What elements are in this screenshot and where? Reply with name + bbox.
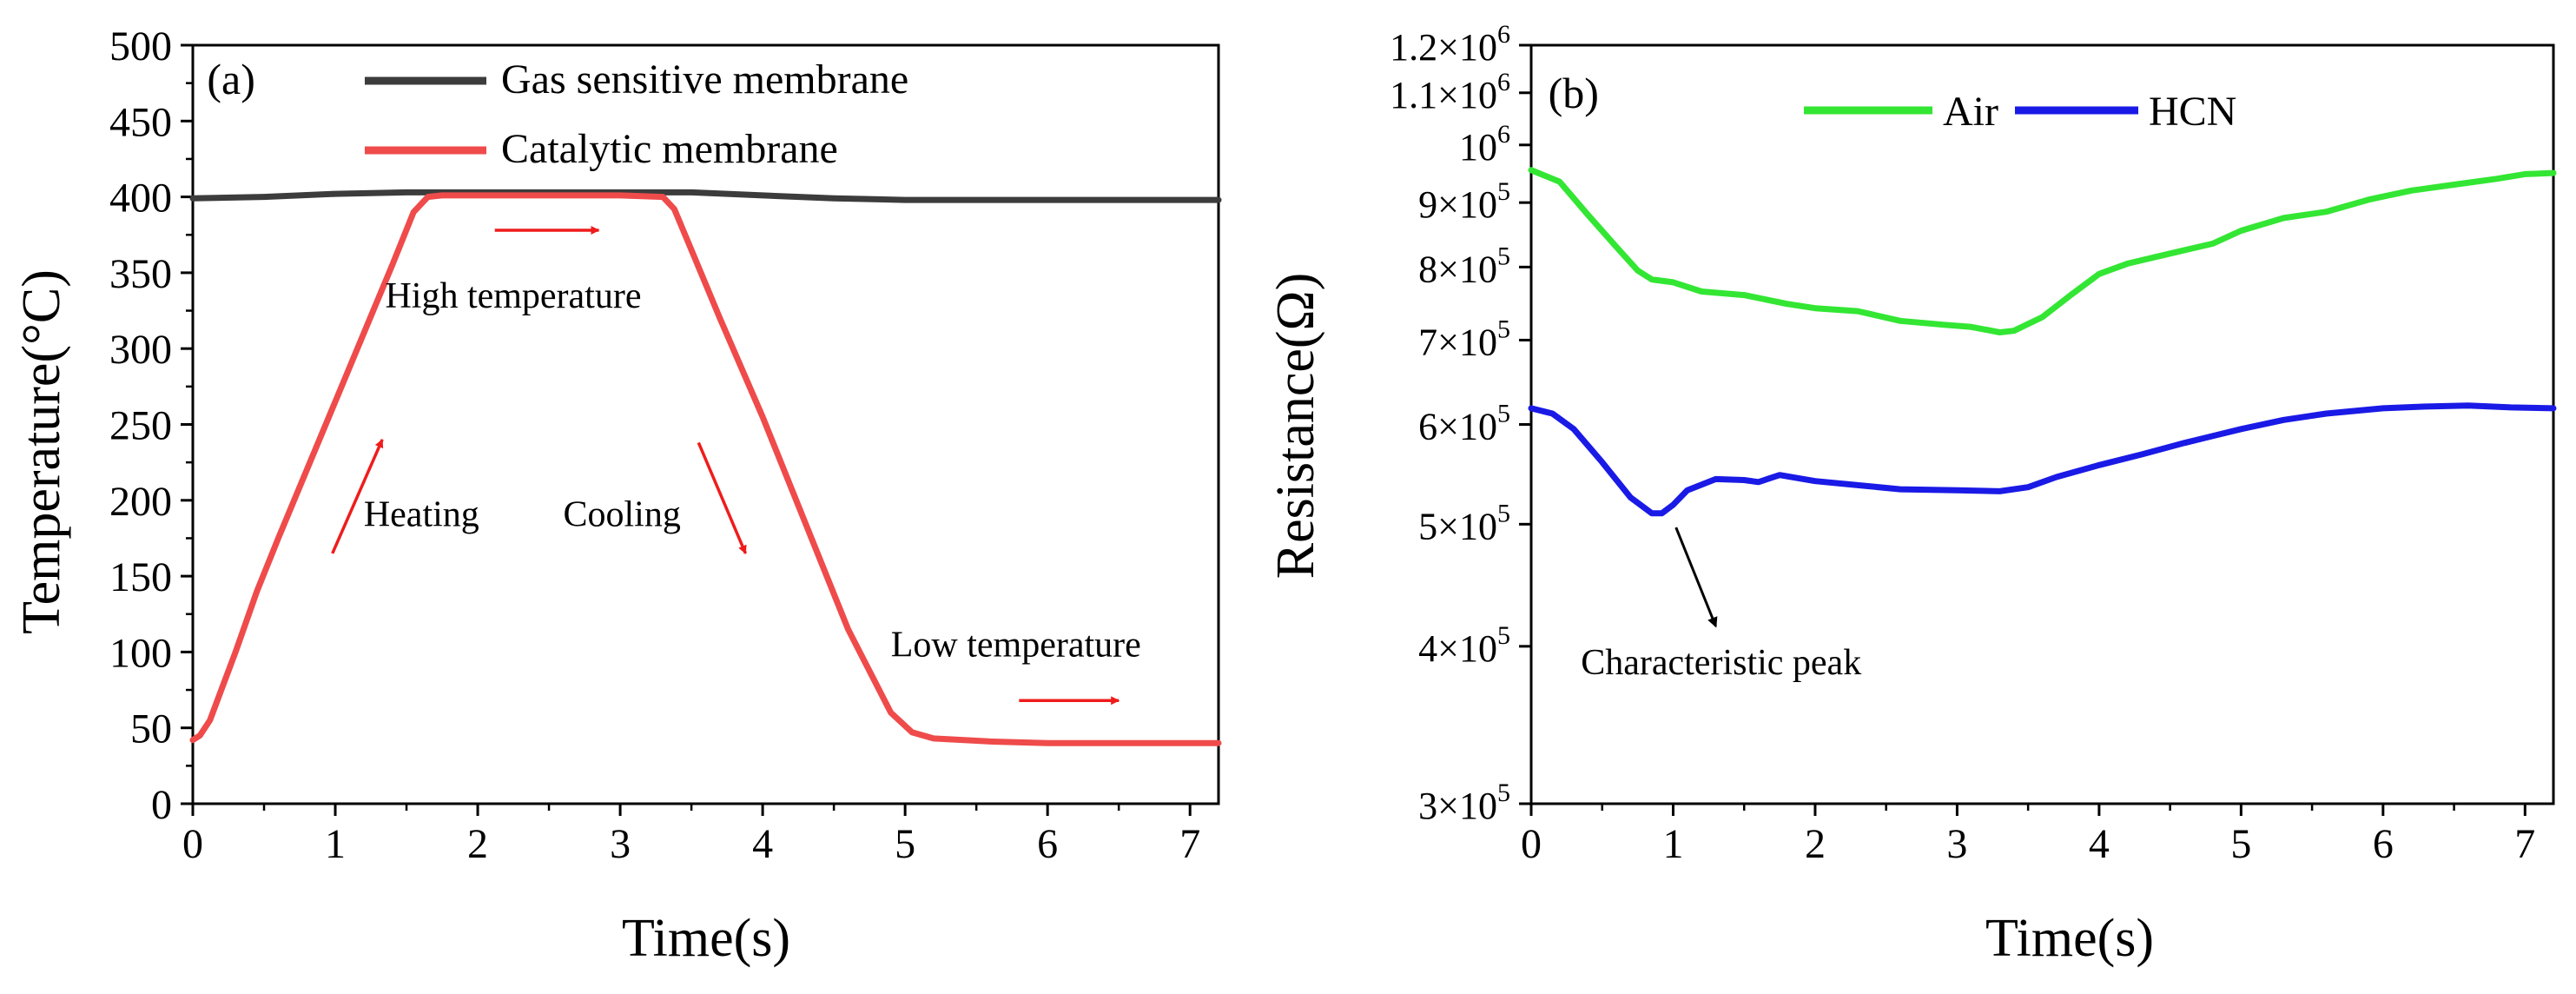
- panel-b-annotations: (b) Characteristic peak: [1549, 69, 1862, 683]
- y-tick-label: 0: [151, 782, 172, 828]
- x-tick-label: 5: [895, 821, 915, 867]
- y-tick-label: 1.2×106: [1390, 20, 1510, 69]
- y-tick-label: 200: [109, 479, 172, 525]
- annotation-label: Characteristic peak: [1581, 643, 1861, 683]
- y-tick-label: 8×105: [1418, 242, 1510, 290]
- panel-b-series: [1528, 167, 2557, 517]
- y-tick-label: 1.1×106: [1390, 68, 1510, 116]
- y-tick-label: 400: [109, 176, 172, 222]
- series-line-gas-sensitive-membrane: [189, 189, 1222, 203]
- annotation-label: High temperature: [385, 276, 641, 316]
- panel-a-xlabel: Time(s): [622, 909, 790, 968]
- panel-label: (b): [1549, 69, 1599, 117]
- x-tick-label: 6: [2373, 821, 2394, 867]
- annotation-arrow: [1674, 527, 1718, 628]
- y-tick-label: 7×105: [1418, 315, 1510, 363]
- annotation-label: Cooling: [563, 494, 680, 534]
- panel-a-axes: 0 1 2 3 4 5 6 7 0 50 100 150 200 250 300 350 400 450 500: [109, 23, 1220, 867]
- panel-a-temperature-chart: 0 1 2 3 4 5 6 7 0 50 100 150 200 250 300 350 400 450 500 G…: [12, 23, 1222, 968]
- panel-a-series: [189, 189, 1222, 746]
- x-tick-label: 4: [752, 821, 773, 867]
- legend-a-label-0: Gas sensitive membrane: [501, 56, 908, 103]
- panel-b-legend: Air HCN: [1804, 89, 2236, 135]
- x-tick-label: 6: [1037, 821, 1058, 867]
- x-tick-label: 2: [1805, 821, 1826, 867]
- y-tick-label: 50: [130, 706, 172, 752]
- panel-a-annotations: (a) High temperature Heating Cooling Low tem…: [207, 55, 1140, 666]
- plot-frame: [1529, 43, 2555, 805]
- annotation-label: Low temperature: [891, 626, 1141, 666]
- legend-a-label-1: Catalytic membrane: [501, 126, 838, 172]
- x-tick-label: 3: [1946, 821, 1967, 867]
- series-line-air: [1528, 167, 2557, 335]
- panel-b-resistance-chart: 0 1 2 3 4 5 6 7 3×105 4×105 5×105 6×105 7×105 8×105 9×…: [1266, 20, 2557, 968]
- panel-a-arrows: [331, 226, 1120, 706]
- panel-a-ylabel: Temperature(°C): [12, 269, 71, 634]
- x-tick-label: 0: [1521, 821, 1542, 867]
- annotation-arrow: [697, 441, 748, 554]
- legend-b-label-1: HCN: [2149, 89, 2236, 135]
- panel-b-ylabel: Resistance(Ω): [1266, 273, 1325, 580]
- x-tick-label: 2: [467, 821, 488, 867]
- x-tick-label: 0: [182, 821, 203, 867]
- y-tick-label: 500: [109, 23, 172, 70]
- y-tick-label: 4×105: [1418, 621, 1510, 670]
- y-tick-label: 100: [109, 630, 172, 676]
- series-line-hcn: [1528, 402, 2557, 517]
- annotation-arrow: [331, 439, 384, 554]
- panel-b-xlabel: Time(s): [1985, 909, 2154, 968]
- legend-b-label-0: Air: [1943, 89, 1998, 135]
- panel-a-legend: Gas sensitive membrane Catalytic membran…: [365, 56, 908, 172]
- y-tick-label: 3×105: [1418, 779, 1510, 827]
- x-tick-label: 1: [1662, 821, 1683, 867]
- x-tick-label: 4: [2089, 821, 2110, 867]
- y-tick-label: 350: [109, 251, 172, 297]
- y-tick-label: 450: [109, 99, 172, 145]
- y-tick-label: 300: [109, 327, 172, 373]
- x-tick-label: 7: [1179, 821, 1200, 867]
- y-tick-label: 106: [1459, 120, 1510, 169]
- y-tick-label: 6×105: [1418, 400, 1510, 448]
- x-tick-label: 5: [2230, 821, 2251, 867]
- panel-b-arrows: [1674, 527, 1718, 628]
- annotation-label: Heating: [364, 494, 479, 534]
- panel-b-axes: 0 1 2 3 4 5 6 7 3×105 4×105 5×105 6×105 7×105 8×105 9×…: [1390, 20, 2555, 867]
- panel-label: (a): [207, 55, 255, 103]
- y-tick-label: 250: [109, 403, 172, 449]
- x-tick-label: 7: [2514, 821, 2535, 867]
- y-tick-label: 150: [109, 554, 172, 600]
- series-line-catalytic-membrane: [189, 192, 1222, 746]
- x-tick-label: 1: [325, 821, 346, 867]
- y-tick-label: 9×105: [1418, 177, 1510, 226]
- x-tick-label: 3: [610, 821, 631, 867]
- y-tick-label: 5×105: [1418, 499, 1510, 547]
